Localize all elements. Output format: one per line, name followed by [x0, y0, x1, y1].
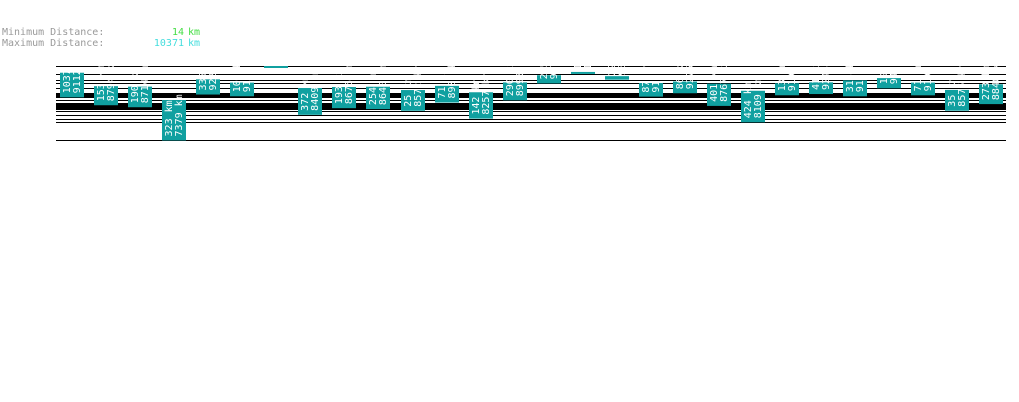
bar-bottom-label: 8794 km	[106, 59, 117, 101]
bar-top-label: 254 km	[368, 69, 379, 105]
bar-bottom-label: 9276 km	[685, 47, 696, 89]
bar	[401, 90, 425, 111]
max-distance-label: Maximum Distance:	[2, 38, 105, 49]
bar-top-label: 382 km	[266, 26, 277, 62]
bar	[537, 75, 561, 84]
bar-top-label: 1037 km	[62, 51, 73, 93]
bar	[639, 83, 663, 97]
bar-bottom-label: 9224 km	[208, 48, 219, 90]
bar-top-label: 273 km	[981, 64, 992, 100]
bar-bottom-label: 8109 km	[753, 76, 764, 118]
bar-top-label: 335 km	[198, 54, 209, 90]
bar-bottom-label: 8257 km	[481, 72, 492, 114]
bar-top-label: 323 km	[164, 100, 175, 136]
bar-bottom-label: 9192 km	[923, 49, 934, 91]
bar	[332, 87, 356, 109]
bar-bottom-label: 9671 km	[549, 37, 560, 79]
bar-top-label: 372 km	[300, 75, 311, 111]
bar-bottom-label: 10370 km	[276, 14, 287, 62]
bar	[945, 89, 969, 111]
bar-bottom-label: 8903 km	[447, 56, 458, 98]
bar-bottom-label: 8714 km	[140, 61, 151, 103]
bar	[435, 85, 459, 103]
bar-top-label: 22 km	[607, 46, 618, 76]
bar-top-label: 193 km	[879, 48, 890, 84]
bar	[605, 76, 629, 80]
bar	[571, 71, 595, 74]
bar-top-label: 107 km	[232, 56, 243, 92]
max-distance-row: Maximum Distance: 10371 km	[2, 38, 200, 49]
bar-top-label: 71 km	[437, 68, 448, 98]
bar	[162, 100, 186, 141]
bar-top-label: 25 km	[403, 77, 414, 107]
bar	[60, 72, 84, 98]
bar-bottom-label: 8575 km	[957, 65, 968, 107]
bar-bottom-label: 9139 km	[651, 50, 662, 92]
bar-top-label: 35 km	[947, 77, 958, 107]
bar-bottom-label: 9194 km	[787, 49, 798, 91]
bar-bottom-label: 8767 km	[719, 60, 730, 102]
bar	[196, 79, 220, 95]
bar-top-label: 142 km	[471, 78, 482, 114]
distance-summary: Minimum Distance: 14 km Maximum Distance…	[2, 27, 200, 49]
bar	[298, 87, 322, 115]
bar-top-label: 13 km	[777, 61, 788, 91]
bar-top-label: 255 km	[539, 43, 550, 79]
bar-bottom-label: 8993 km	[515, 54, 526, 96]
bar-bottom-label: 10063 km	[583, 21, 594, 69]
bar-top-label: 401 km	[709, 66, 720, 102]
bar	[128, 86, 152, 108]
bar-top-label: 71 km	[913, 61, 924, 91]
bar-top-label: 190 km	[130, 67, 141, 103]
bar	[673, 81, 697, 94]
bar	[809, 82, 833, 95]
bar	[741, 90, 765, 123]
bar	[979, 84, 1003, 105]
max-distance-unit: km	[188, 38, 201, 49]
bar-bottom-label: 9154 km	[242, 50, 253, 92]
bar-top-label: 86 km	[675, 59, 686, 89]
bar-bottom-label: 8409 km	[310, 69, 321, 111]
max-distance-value: 10371	[153, 38, 184, 49]
bar	[503, 82, 527, 101]
bar-top-label: 157 km	[573, 34, 584, 70]
bar-bottom-label: 9821 km	[617, 34, 628, 76]
bar-top-label: 41 km	[811, 60, 822, 90]
bar	[707, 83, 731, 106]
bar-top-label: 153 km	[96, 65, 107, 101]
bar-bottom-label: 9112 km	[72, 51, 83, 93]
bar	[264, 66, 288, 68]
min-distance-unit: km	[188, 27, 201, 38]
bar-top-label: 424 km	[743, 82, 754, 118]
bar	[877, 78, 901, 89]
bar-bottom-label: 8676 km	[344, 62, 355, 104]
min-distance-label: Minimum Distance:	[2, 27, 105, 38]
bar	[843, 80, 867, 97]
bar-bottom-label: 8572 km	[413, 65, 424, 107]
bar-bottom-label: 9244 km	[821, 48, 832, 90]
min-distance-value: 14	[171, 27, 184, 38]
bar-bottom-label: 9153 km	[855, 50, 866, 92]
bar-bottom-label: 7379 km	[174, 94, 185, 136]
bar-top-label: 193 km	[334, 68, 345, 104]
bar-bottom-label: 8640 km	[378, 63, 389, 105]
bar-bottom-label: 8840 km	[991, 58, 1002, 100]
bar-top-label: 290 km	[505, 60, 516, 96]
bar	[469, 92, 493, 119]
bar	[775, 83, 799, 96]
bar	[230, 82, 254, 97]
bar	[94, 86, 118, 106]
bar-bottom-label: 9475 km	[889, 42, 900, 84]
bar-top-label: 87 km	[641, 63, 652, 93]
bar	[911, 82, 935, 96]
bar	[366, 86, 390, 110]
min-distance-row: Minimum Distance: 14 km	[2, 27, 200, 38]
bar-top-label: 314 km	[845, 56, 856, 92]
